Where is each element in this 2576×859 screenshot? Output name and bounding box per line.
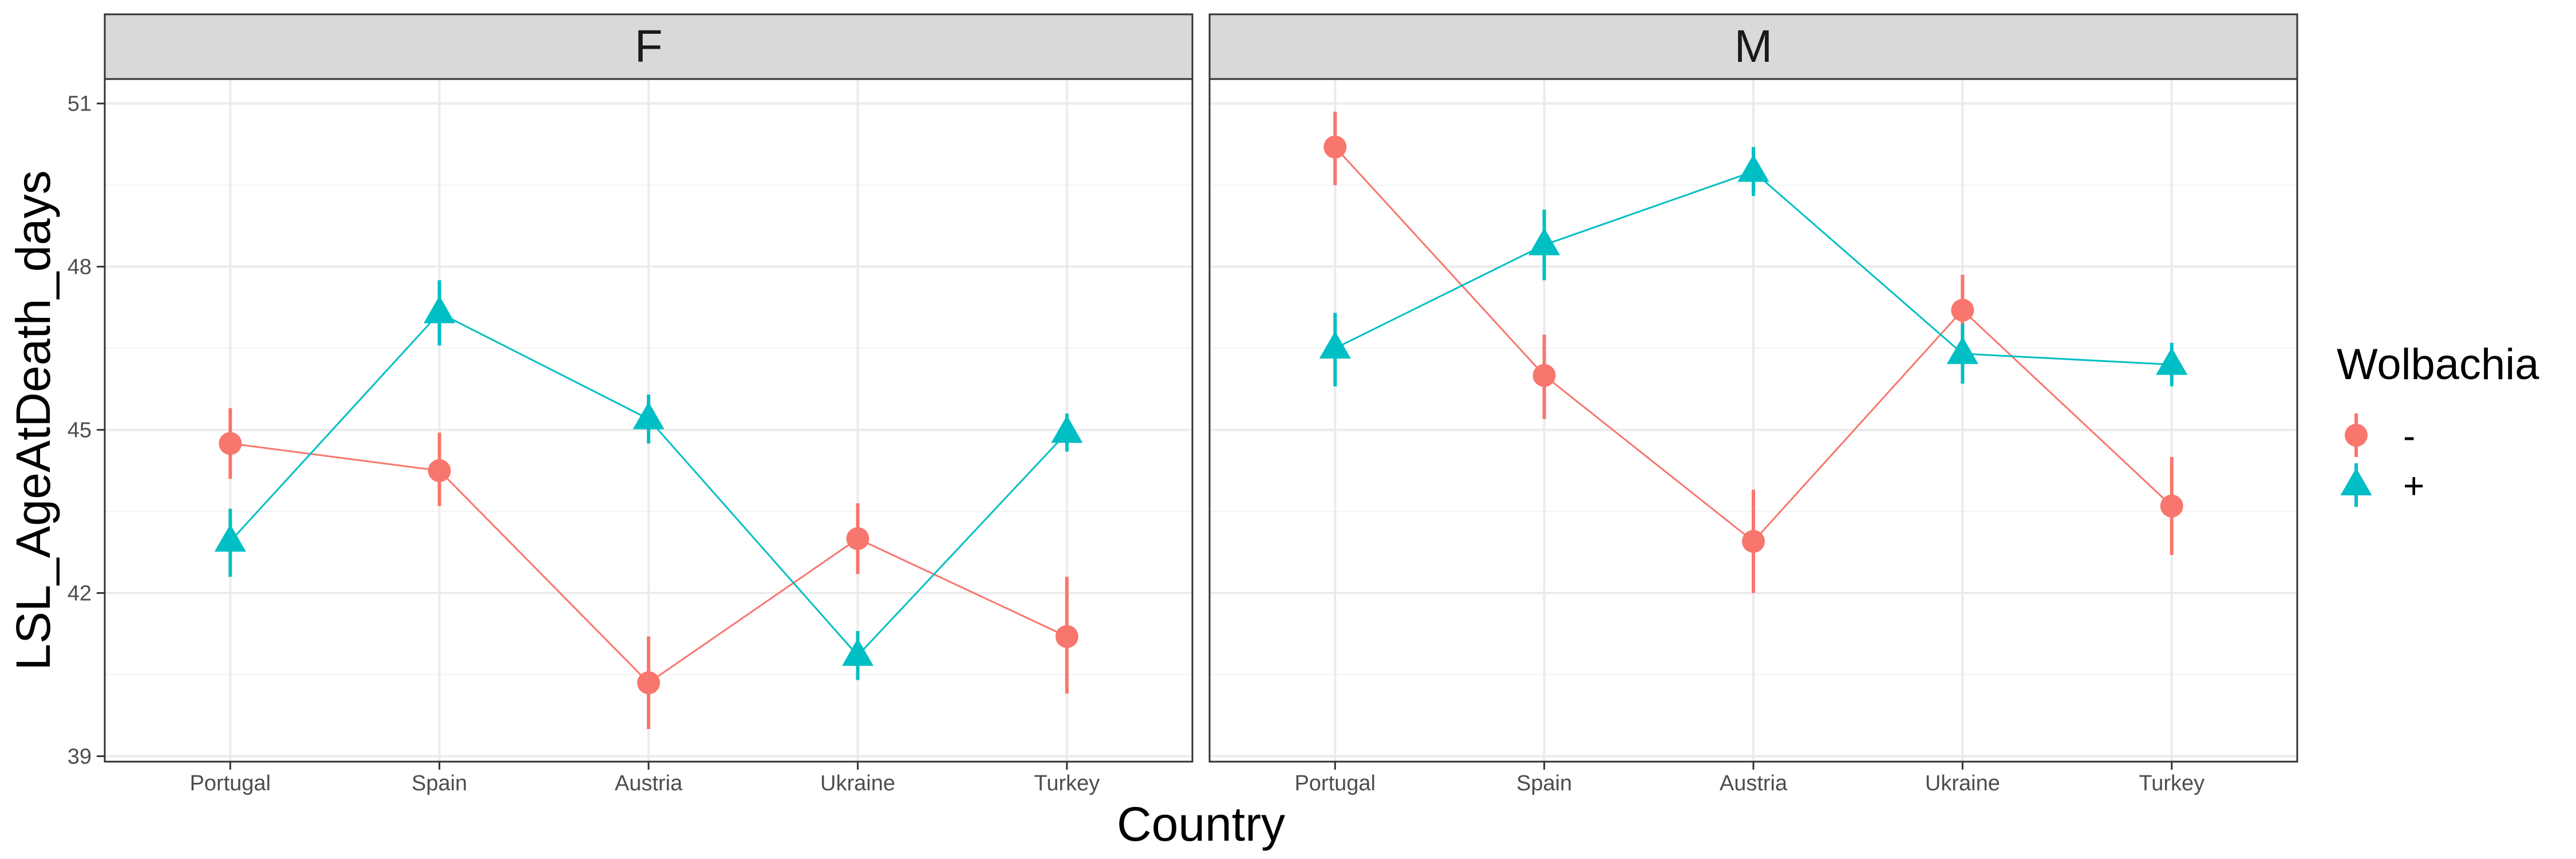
x-axis-title: Country [1117,797,1285,851]
y-tick-label: 39 [68,745,92,769]
x-tick-label-austria: Austria [1720,771,1788,795]
y-tick-label: 42 [68,582,92,606]
x-tick-label-ukraine: Ukraine [820,771,895,795]
x-tick-label-portugal: Portugal [1294,771,1376,795]
y-tick-label: 45 [68,419,92,443]
y-axis: 39 42 45 48 51 [68,92,105,769]
x-axis-f: Portugal Spain Austria Ukraine Turkey [189,762,1100,795]
facet-panel-f: F [104,13,1194,763]
point-m-plus-austria [1737,154,1769,182]
legend-label-minus: - [2403,415,2415,456]
point-m-minus-spain [1532,364,1556,387]
x-tick-label-portugal: Portugal [189,771,271,795]
point-f-minus-turkey [1055,625,1078,648]
x-tick-label-turkey: Turkey [1034,771,1100,795]
point-m-plus-turkey [2156,347,2188,375]
series-layer-m [1319,111,2188,593]
point-m-minus-portugal [1323,135,1347,159]
x-tick-label-spain: Spain [1516,771,1572,795]
x-tick-label-austria: Austria [615,771,683,795]
y-tick-label: 48 [68,255,92,279]
point-f-minus-spain [428,459,451,482]
point-m-plus-ukraine [1946,336,1978,364]
point-f-minus-ukraine [846,527,870,550]
legend-label-plus: + [2403,465,2424,506]
x-tick-label-turkey: Turkey [2139,771,2204,795]
x-axis-m: Portugal Spain Austria Ukraine Turkey [1294,762,2204,795]
point-f-plus-spain [424,295,456,324]
legend-keys [2340,413,2372,507]
point-f-plus-portugal [214,524,246,552]
legend-key-plus [2340,468,2372,495]
series-layer-f [214,280,1083,730]
point-f-minus-portugal [219,432,242,455]
x-tick-label-spain: Spain [412,771,467,795]
strip-label-f: F [635,21,663,72]
strip-f [104,13,1194,80]
point-m-plus-portugal [1319,331,1351,359]
gridlines-m [1210,79,2297,762]
legend-title: Wolbachia [2337,340,2539,389]
point-f-minus-austria [637,671,660,695]
point-m-plus-spain [1528,227,1560,255]
legend-key-minus [2345,424,2368,447]
facet-panel-m: M [1208,13,2298,763]
y-axis-title: LSL_AgeAtDeath_days [6,170,60,670]
y-tick-label: 51 [68,92,92,116]
point-f-plus-austria [633,401,665,430]
point-m-minus-ukraine [1951,298,1974,322]
strip-m [1208,13,2298,80]
point-m-minus-turkey [2160,494,2183,518]
strip-label-m: M [1735,21,1773,72]
x-tick-label-ukraine: Ukraine [1925,771,2000,795]
legend: Wolbachia - + [2337,340,2539,507]
point-f-plus-ukraine [841,638,874,666]
point-m-minus-austria [1742,530,1765,553]
point-f-plus-turkey [1051,415,1083,443]
